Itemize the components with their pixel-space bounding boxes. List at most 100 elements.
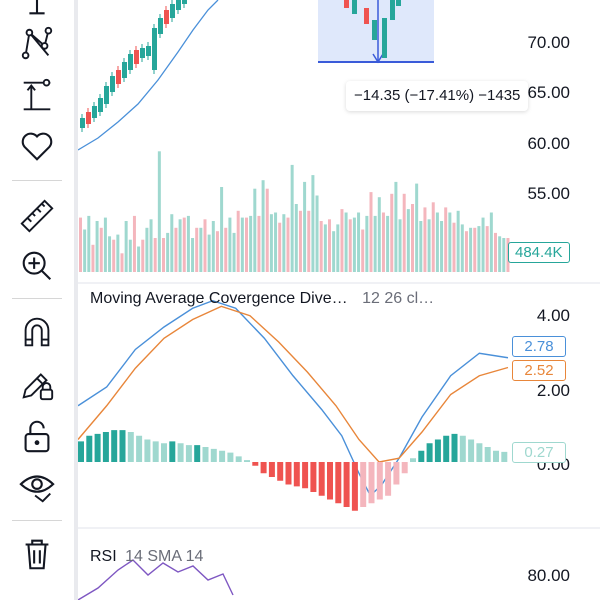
- volume-bar: [361, 229, 365, 272]
- favorites-heart-icon[interactable]: [15, 124, 59, 168]
- volume-bar: [178, 219, 182, 272]
- rsi-axis-label: 80.00: [527, 566, 570, 585]
- macd-histogram-bar: [161, 443, 167, 462]
- eye-visibility-icon[interactable]: [15, 464, 59, 508]
- chart-area[interactable]: 70.00 65.00 60.00 55.00 484.4K −14.35 (−…: [78, 0, 600, 600]
- volume-bar: [319, 221, 323, 272]
- macd-histogram-bar: [385, 462, 392, 496]
- macd-histogram-bar: [119, 430, 126, 462]
- macd-histogram-bar: [401, 462, 408, 474]
- macd-histogram-bar: [451, 433, 458, 462]
- volume-bar: [120, 253, 124, 272]
- macd-histogram-bar: [86, 435, 93, 462]
- volume-bar: [290, 164, 294, 272]
- chart-canvas[interactable]: [78, 0, 600, 600]
- volume-bar: [232, 232, 236, 272]
- macd-histogram-bar: [227, 452, 234, 462]
- moving-average-line: [78, 0, 219, 151]
- volume-bar: [398, 219, 402, 272]
- volume-bar: [240, 217, 244, 272]
- macd-histogram-bar: [102, 432, 109, 462]
- macd-pane-title[interactable]: Moving Average Covergence Dive… 12 26 cl…: [90, 290, 434, 308]
- macd-histogram-bar: [169, 441, 176, 462]
- lock-drawing-icon[interactable]: [15, 362, 59, 406]
- volume-bar: [286, 217, 290, 272]
- volume-bar: [344, 212, 348, 272]
- magnet-icon[interactable]: [15, 310, 59, 354]
- volume-bar: [373, 215, 377, 272]
- macd-histogram-bar: [327, 462, 333, 500]
- macd-histogram-bar: [493, 450, 499, 462]
- volume-bar: [220, 187, 224, 272]
- volume-bar: [444, 207, 448, 272]
- volume-bar: [245, 217, 248, 272]
- macd-histogram-bar: [476, 443, 483, 462]
- volume-bar: [215, 231, 219, 272]
- volume-bar: [411, 204, 414, 272]
- volume-bar: [464, 231, 468, 272]
- volume-bar: [473, 227, 477, 272]
- volume-bar: [357, 212, 361, 272]
- volume-bar: [282, 214, 286, 272]
- macd-histogram-bar: [144, 439, 151, 462]
- price-candle: [372, 20, 377, 40]
- toolbar-divider: [12, 298, 62, 299]
- volume-bar: [494, 232, 497, 272]
- price-candle: [344, 0, 349, 8]
- macd-histogram-bar: [393, 462, 400, 485]
- volume-bar: [498, 236, 502, 272]
- macd-histogram-bar: [219, 450, 226, 462]
- price-candle: [364, 8, 369, 24]
- macd-histogram-bar: [443, 435, 450, 462]
- volume-bar: [257, 215, 261, 272]
- volume-bar: [381, 212, 385, 272]
- volume-bar: [419, 221, 423, 272]
- volume-bar: [332, 231, 336, 272]
- volume-bar: [195, 227, 199, 272]
- volume-bar: [294, 204, 298, 272]
- zoom-in-icon[interactable]: [15, 244, 59, 288]
- volume-bar: [166, 232, 170, 272]
- volume-bar: [128, 239, 132, 272]
- volume-bar: [108, 236, 112, 272]
- price-candle: [122, 62, 127, 78]
- volume-bar: [157, 151, 161, 272]
- unlock-icon[interactable]: [15, 414, 59, 458]
- volume-bar: [340, 209, 344, 272]
- trash-icon[interactable]: [15, 532, 59, 576]
- macd-histogram-bar: [318, 462, 325, 496]
- macd-histogram-bar: [127, 432, 134, 462]
- macd-histogram-bar: [202, 447, 209, 462]
- volume-bar: [170, 214, 174, 272]
- toolbar-divider: [12, 520, 62, 521]
- volume-bar: [506, 238, 510, 272]
- volume-bar: [394, 181, 398, 272]
- volume-bar: [369, 192, 373, 272]
- volume-bar: [91, 244, 95, 272]
- volume-bar: [153, 238, 157, 272]
- ruler-measure-icon[interactable]: [15, 194, 59, 238]
- volume-bar: [132, 215, 136, 272]
- price-candle: [164, 10, 169, 24]
- price-candle: [352, 0, 357, 14]
- macd-histogram-bar: [268, 462, 275, 477]
- macd-line: [78, 300, 509, 497]
- signal-line: [78, 305, 509, 463]
- volume-bar: [112, 239, 116, 272]
- volume-bar: [265, 188, 269, 272]
- price-range-tool-icon[interactable]: [15, 74, 59, 118]
- toolbar-edge-divider: [74, 0, 78, 600]
- rsi-params-text: 14 SMA 14: [125, 548, 204, 565]
- macd-axis-label: 2.00: [536, 381, 570, 400]
- volume-bar: [352, 217, 356, 272]
- volume-bar: [141, 239, 145, 272]
- macd-histogram-bar: [210, 448, 217, 462]
- macd-histogram-bar: [111, 430, 118, 462]
- volume-value-tag: 484.4K: [508, 242, 570, 263]
- volume-bar: [435, 212, 439, 272]
- cursor-tool-icon[interactable]: [15, 0, 59, 22]
- volume-bar: [311, 175, 315, 272]
- pattern-tool-icon[interactable]: [15, 22, 59, 66]
- rsi-pane-title[interactable]: RSI 14 SMA 14: [90, 548, 203, 566]
- volume-bar: [365, 215, 369, 272]
